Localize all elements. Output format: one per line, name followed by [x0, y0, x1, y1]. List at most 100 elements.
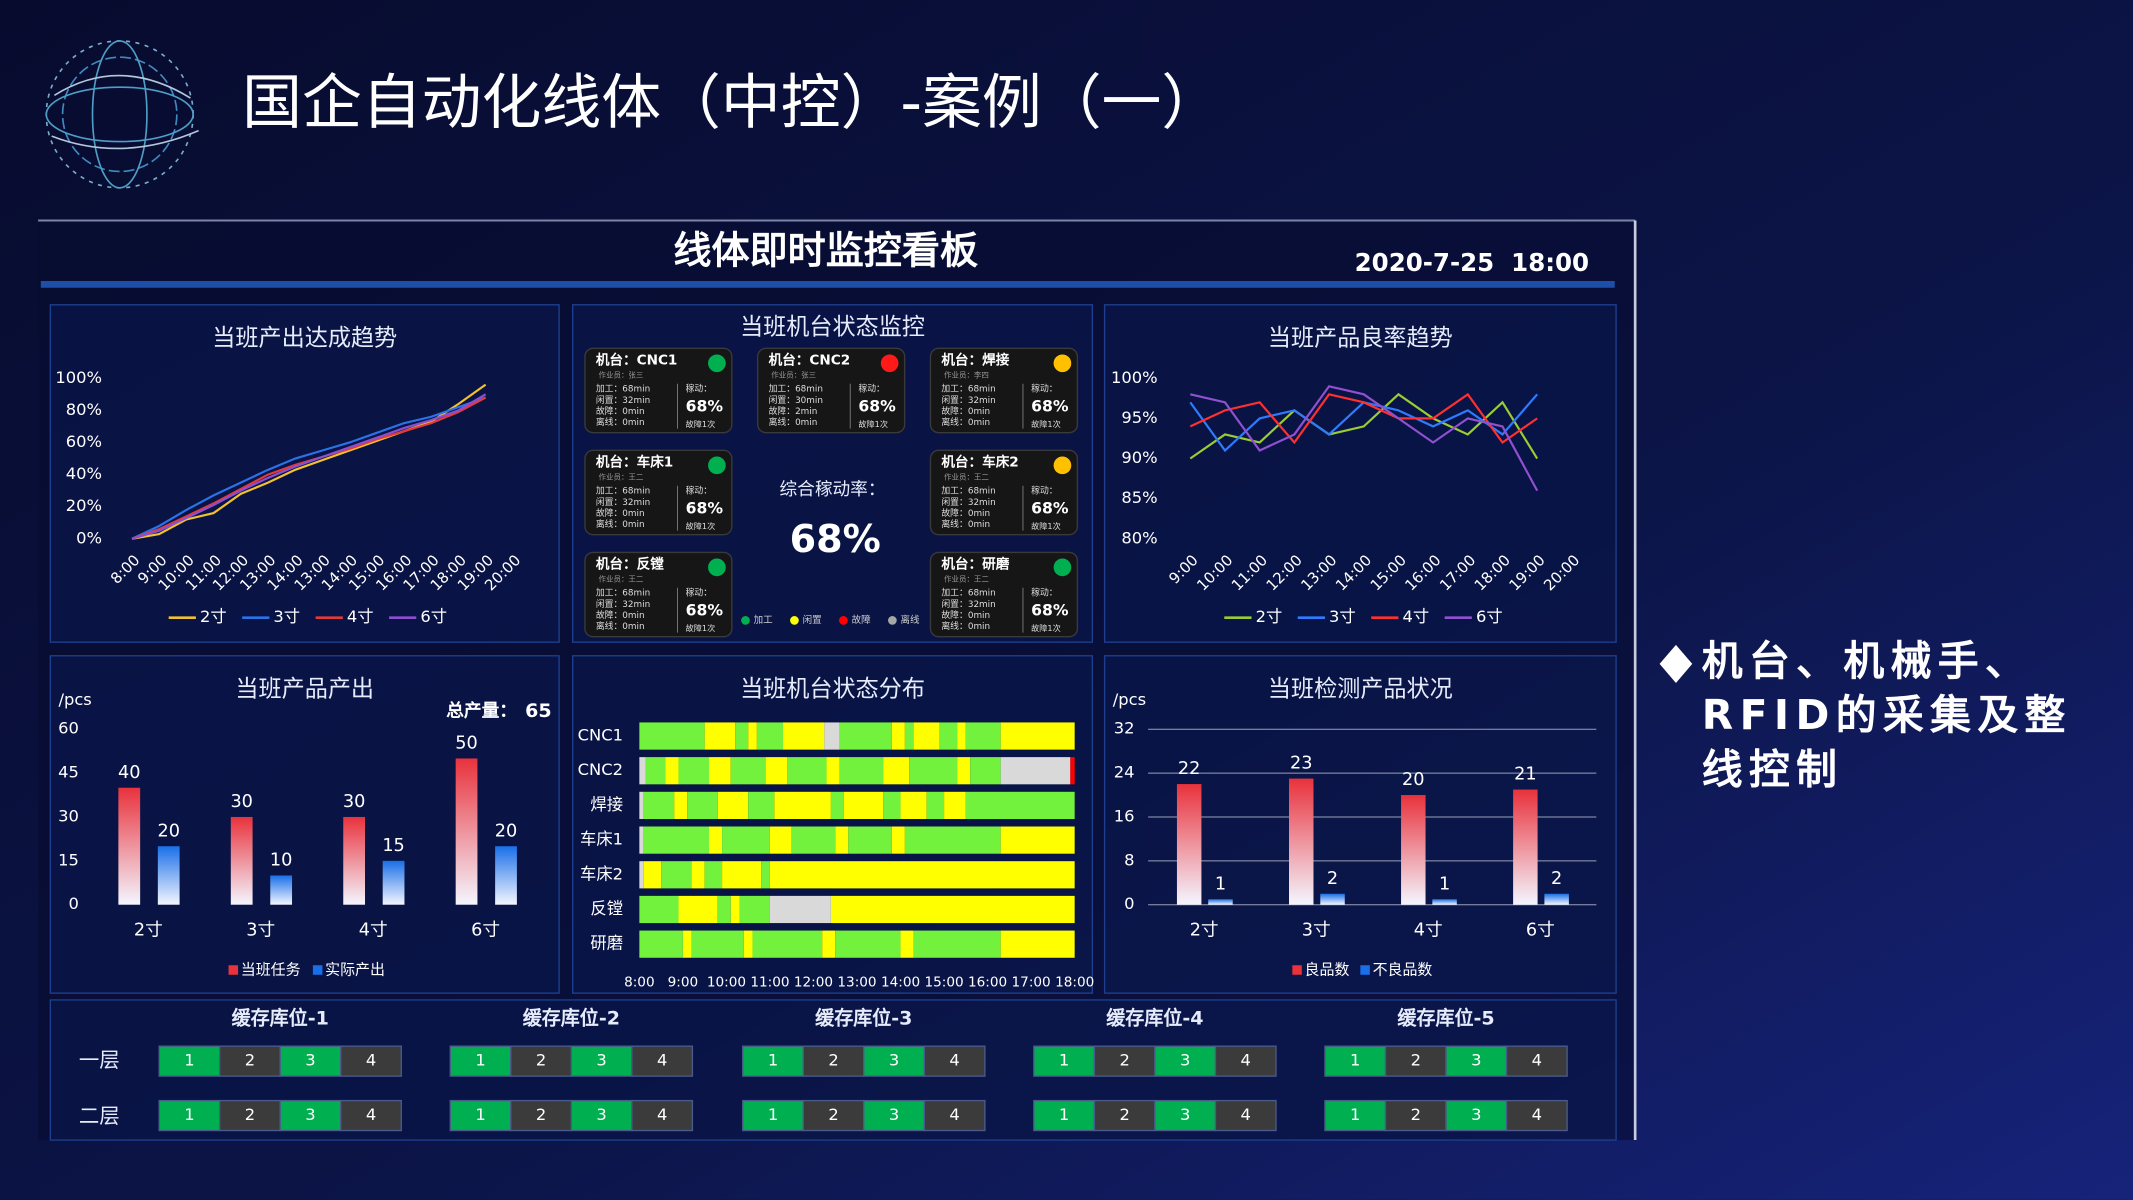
status-segment	[730, 895, 740, 924]
status-dot	[1053, 354, 1072, 373]
cell-label: 2	[828, 1105, 838, 1124]
bar-value-label: 30	[230, 792, 253, 812]
x-tick-label: 12:00	[794, 974, 833, 990]
storage-cell	[1093, 1045, 1156, 1077]
storage-cell	[802, 1099, 865, 1132]
row-label: CNC2	[578, 760, 623, 779]
row-label: CNC1	[578, 726, 623, 745]
location-name: 缓存库位-1	[232, 1006, 329, 1029]
storage-cell	[570, 1099, 633, 1132]
x-tick-label: 2寸	[134, 920, 163, 941]
bar	[1401, 795, 1426, 905]
fault-count: 故障1次	[1031, 623, 1061, 633]
cell-label: 3	[596, 1051, 606, 1070]
status-segment	[830, 791, 844, 820]
storage-cell	[1505, 1099, 1568, 1132]
status-segment	[709, 826, 723, 854]
status-segment	[748, 791, 775, 820]
chart-title: 当班产品良率趋势	[1268, 325, 1453, 351]
line-series	[1189, 392, 1539, 460]
status-segment	[639, 722, 705, 750]
status-segment	[843, 791, 884, 820]
status-segment	[769, 826, 792, 854]
machine-time: 故障：0min	[596, 405, 645, 417]
status-segment	[970, 757, 1001, 785]
machine-time: 离线：0min	[596, 620, 645, 632]
y-tick-label: 0%	[76, 528, 102, 547]
legend-swatch	[1360, 965, 1370, 975]
machine-name: 机台：车床2	[941, 454, 1018, 471]
cell-label: 4	[1241, 1051, 1251, 1070]
status-segment	[826, 757, 840, 785]
status-segment	[835, 930, 901, 958]
line-series	[1190, 385, 1539, 492]
status-segment	[730, 757, 766, 785]
status-segment	[687, 791, 718, 820]
legend-label: 2寸	[200, 607, 227, 626]
status-dot	[1053, 558, 1072, 577]
bullet-marker	[1659, 644, 1693, 683]
status-segment	[743, 930, 753, 958]
status-segment	[769, 895, 831, 924]
machine-time: 闲置：30min	[769, 395, 823, 406]
bar-value-label: 21	[1514, 765, 1536, 785]
legend-label: 良品数	[1305, 961, 1350, 979]
status-segment	[904, 722, 914, 750]
status-segment	[704, 861, 723, 889]
machine-name: 机台：CNC1	[596, 352, 678, 369]
storage-cell	[742, 1099, 804, 1132]
y-tick-label: 0	[69, 894, 79, 913]
legend-label: 加工	[754, 615, 774, 626]
chart-title: 当班产出达成趋势	[212, 325, 397, 351]
legend-label: 6寸	[1476, 607, 1503, 626]
machine-time: 故障：0min	[941, 609, 990, 621]
status-segment	[774, 791, 831, 820]
bar-value-label: 20	[495, 821, 518, 841]
cell-label: 2	[245, 1105, 255, 1124]
bar	[1320, 893, 1345, 905]
cell-label: 1	[184, 1105, 194, 1124]
status-segment	[769, 861, 1075, 889]
x-tick-label: 6寸	[471, 920, 500, 941]
machine-card: 机台：CNC2作业员：张三加工：68min闲置：30min故障：2min离线：0…	[757, 347, 906, 434]
cell-label: 4	[657, 1051, 667, 1070]
x-tick-label: 14:00	[881, 974, 920, 990]
machine-time: 加工：68min	[596, 486, 650, 497]
chart-title: 当班机台状态分布	[740, 676, 925, 702]
status-segment	[904, 826, 1001, 854]
status-segment	[839, 722, 892, 750]
y-tick-label: 100%	[55, 368, 102, 387]
bar	[230, 816, 253, 905]
cell-label: 3	[889, 1105, 899, 1124]
status-segment	[957, 722, 966, 750]
y-tick-label: 15	[58, 850, 79, 869]
status-segment	[965, 791, 1075, 820]
x-tick-label: 17:00	[1012, 974, 1051, 990]
machine-operator: 作业员：王二	[599, 472, 644, 482]
x-tick-label: 4寸	[1414, 920, 1443, 941]
fault-count: 故障1次	[686, 521, 716, 531]
rate-value: 68%	[1031, 396, 1069, 415]
status-segment	[643, 826, 710, 854]
rate-label: 稼动：	[686, 587, 713, 599]
x-tick-label: 15:00	[924, 974, 963, 990]
panel	[1103, 304, 1617, 643]
legend-label: 2寸	[1256, 607, 1283, 626]
status-segment	[965, 722, 1001, 750]
bar-value-label: 50	[455, 734, 478, 754]
y-tick-label: 40%	[66, 464, 102, 483]
legend-dot	[888, 616, 897, 625]
level-label: 二层	[79, 1104, 120, 1128]
y-tick-label: 95%	[1121, 408, 1157, 427]
cell-label: 2	[828, 1051, 838, 1070]
status-dot	[708, 558, 726, 577]
bar-value-label: 1	[1439, 874, 1450, 894]
card-bg	[757, 347, 906, 434]
legend-label: 离线	[901, 614, 921, 626]
status-segment	[926, 791, 945, 820]
rate-value: 68%	[1031, 600, 1069, 619]
status-segment	[830, 895, 1075, 924]
machine-time: 故障：0min	[596, 507, 645, 519]
status-segment	[835, 826, 849, 854]
machine-card: 机台：CNC1作业员：张三加工：68min闲置：32min故障：0min离线：0…	[584, 347, 733, 434]
